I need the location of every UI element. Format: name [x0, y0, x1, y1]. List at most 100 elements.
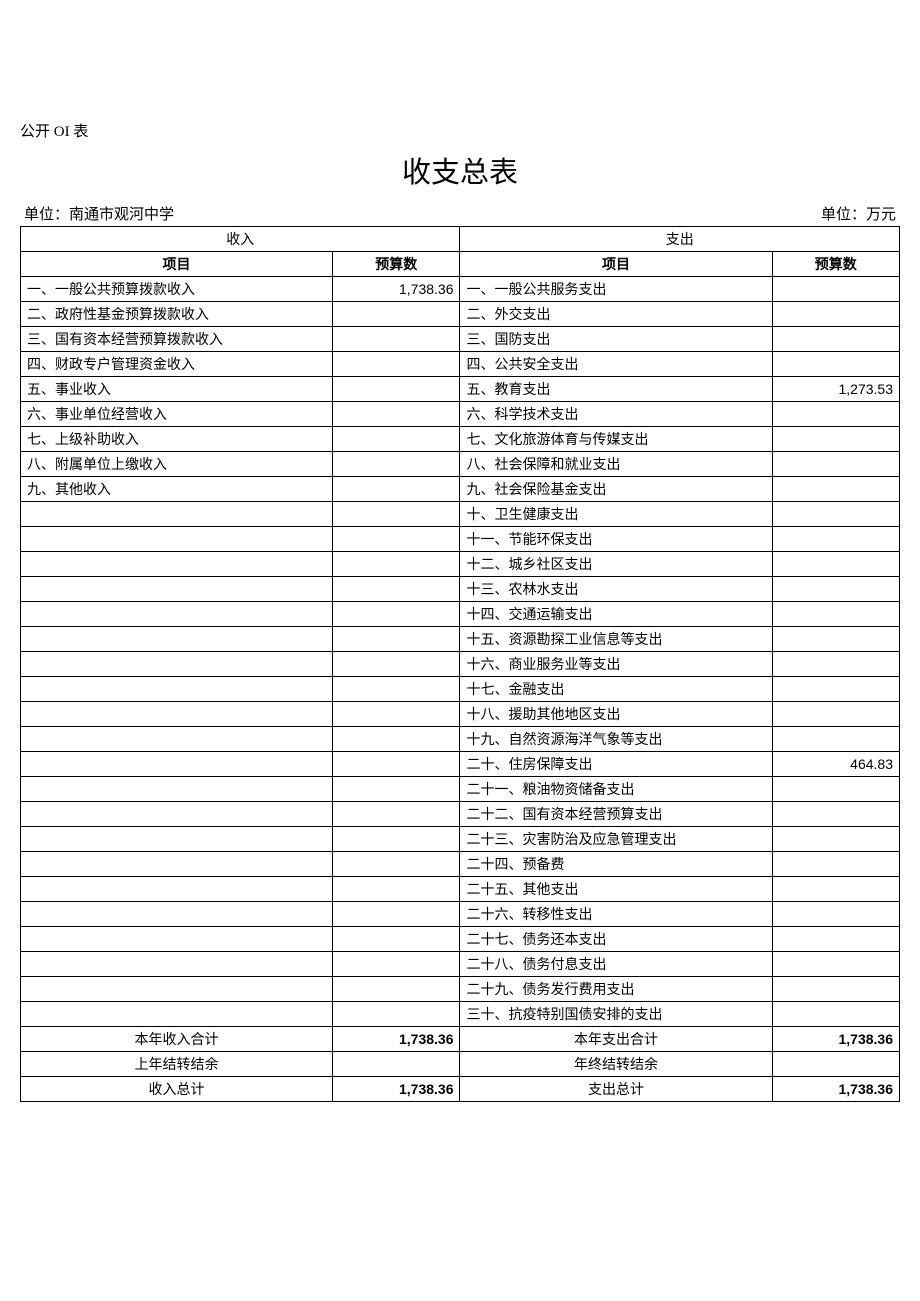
page-title: 收支总表	[20, 149, 900, 191]
expense-budget-cell	[772, 852, 899, 877]
income-item-cell	[21, 652, 333, 677]
expense-budget-cell	[772, 427, 899, 452]
income-item-cell	[21, 927, 333, 952]
income-item-cell	[21, 852, 333, 877]
expense-item-cell: 十八、援助其他地区支出	[460, 702, 772, 727]
income-budget-cell	[333, 927, 460, 952]
summary-expense-label: 年终结转结余	[460, 1052, 772, 1077]
expense-item-cell: 九、社会保险基金支出	[460, 477, 772, 502]
expense-budget-cell	[772, 777, 899, 802]
summary-income-value	[333, 1052, 460, 1077]
expense-item-cell: 二十七、债务还本支出	[460, 927, 772, 952]
table-row: 十、卫生健康支出	[21, 502, 900, 527]
table-row: 十七、金融支出	[21, 677, 900, 702]
header-row: 单位：南通市观河中学 单位：万元	[20, 203, 900, 224]
table-row: 二十八、债务付息支出	[21, 952, 900, 977]
summary-row: 本年收入合计1,738.36本年支出合计1,738.36	[21, 1027, 900, 1052]
table-row: 二十九、债务发行费用支出	[21, 977, 900, 1002]
expense-budget-cell	[772, 402, 899, 427]
summary-income-value: 1,738.36	[333, 1077, 460, 1102]
income-budget-cell	[333, 352, 460, 377]
summary-income-label: 本年收入合计	[21, 1027, 333, 1052]
expense-budget-cell	[772, 652, 899, 677]
expense-budget-cell	[772, 877, 899, 902]
income-budget-cell	[333, 727, 460, 752]
table-row: 二十一、粮油物资储备支出	[21, 777, 900, 802]
expense-budget-cell	[772, 927, 899, 952]
unit-right-label: 单位：万元	[821, 203, 896, 224]
expense-item-cell: 十一、节能环保支出	[460, 527, 772, 552]
income-budget-cell	[333, 702, 460, 727]
income-budget-cell	[333, 652, 460, 677]
income-item-cell	[21, 877, 333, 902]
expense-budget-cell	[772, 477, 899, 502]
expense-budget-cell: 1,273.53	[772, 377, 899, 402]
income-budget-header: 预算数	[333, 252, 460, 277]
income-item-cell	[21, 752, 333, 777]
income-budget-cell	[333, 377, 460, 402]
table-row: 十五、资源勘探工业信息等支出	[21, 627, 900, 652]
summary-row: 上年结转结余年终结转结余	[21, 1052, 900, 1077]
income-budget-cell	[333, 402, 460, 427]
income-budget-cell	[333, 852, 460, 877]
expense-item-cell: 二十九、债务发行费用支出	[460, 977, 772, 1002]
income-item-cell	[21, 727, 333, 752]
table-row: 六、事业单位经营收入六、科学技术支出	[21, 402, 900, 427]
unit-left-label: 单位：南通市观河中学	[24, 203, 174, 224]
expense-budget-cell	[772, 802, 899, 827]
table-row: 二十、住房保障支出464.83	[21, 752, 900, 777]
income-item-cell: 八、附属单位上缴收入	[21, 452, 333, 477]
table-row: 三、国有资本经营预算拨款收入三、国防支出	[21, 327, 900, 352]
income-budget-cell	[333, 302, 460, 327]
income-item-cell: 二、政府性基金预算拨款收入	[21, 302, 333, 327]
income-item-cell: 六、事业单位经营收入	[21, 402, 333, 427]
summary-expense-value: 1,738.36	[772, 1077, 899, 1102]
income-item-cell	[21, 602, 333, 627]
table-row: 二十二、国有资本经营预算支出	[21, 802, 900, 827]
summary-row: 收入总计1,738.36支出总计1,738.36	[21, 1077, 900, 1102]
income-budget-cell	[333, 527, 460, 552]
income-item-header: 项目	[21, 252, 333, 277]
income-item-cell	[21, 777, 333, 802]
table-row: 十八、援助其他地区支出	[21, 702, 900, 727]
table-row: 四、财政专户管理资金收入四、公共安全支出	[21, 352, 900, 377]
expense-item-cell: 五、教育支出	[460, 377, 772, 402]
table-row: 七、上级补助收入七、文化旅游体育与传媒支出	[21, 427, 900, 452]
expense-budget-cell	[772, 627, 899, 652]
expense-budget-cell	[772, 727, 899, 752]
table-row: 十九、自然资源海洋气象等支出	[21, 727, 900, 752]
expense-budget-cell	[772, 552, 899, 577]
income-item-cell: 一、一般公共预算拨款收入	[21, 277, 333, 302]
income-item-cell	[21, 902, 333, 927]
expense-item-cell: 十九、自然资源海洋气象等支出	[460, 727, 772, 752]
income-budget-cell	[333, 677, 460, 702]
expense-budget-cell	[772, 677, 899, 702]
expense-budget-cell: 464.83	[772, 752, 899, 777]
income-budget-cell	[333, 452, 460, 477]
table-row: 二十五、其他支出	[21, 877, 900, 902]
table-row: 二十三、灾害防治及应急管理支出	[21, 827, 900, 852]
expense-budget-cell	[772, 902, 899, 927]
expense-budget-cell	[772, 302, 899, 327]
expense-item-cell: 十六、商业服务业等支出	[460, 652, 772, 677]
expense-item-cell: 七、文化旅游体育与传媒支出	[460, 427, 772, 452]
table-row: 十二、城乡社区支出	[21, 552, 900, 577]
expense-budget-cell	[772, 977, 899, 1002]
table-row: 八、附属单位上缴收入八、社会保障和就业支出	[21, 452, 900, 477]
income-budget-cell	[333, 902, 460, 927]
income-item-cell: 四、财政专户管理资金收入	[21, 352, 333, 377]
expense-budget-cell	[772, 502, 899, 527]
expense-item-cell: 二十六、转移性支出	[460, 902, 772, 927]
column-header-row: 项目 预算数 项目 预算数	[21, 252, 900, 277]
table-row: 十四、交通运输支出	[21, 602, 900, 627]
table-body: 一、一般公共预算拨款收入1,738.36一、一般公共服务支出二、政府性基金预算拨…	[21, 277, 900, 1102]
income-budget-cell	[333, 827, 460, 852]
summary-expense-label: 支出总计	[460, 1077, 772, 1102]
section-header-row: 收入 支出	[21, 227, 900, 252]
expense-budget-cell	[772, 952, 899, 977]
summary-expense-label: 本年支出合计	[460, 1027, 772, 1052]
expense-budget-header: 预算数	[772, 252, 899, 277]
expense-budget-cell	[772, 352, 899, 377]
income-budget-cell	[333, 477, 460, 502]
expense-item-cell: 二十一、粮油物资储备支出	[460, 777, 772, 802]
